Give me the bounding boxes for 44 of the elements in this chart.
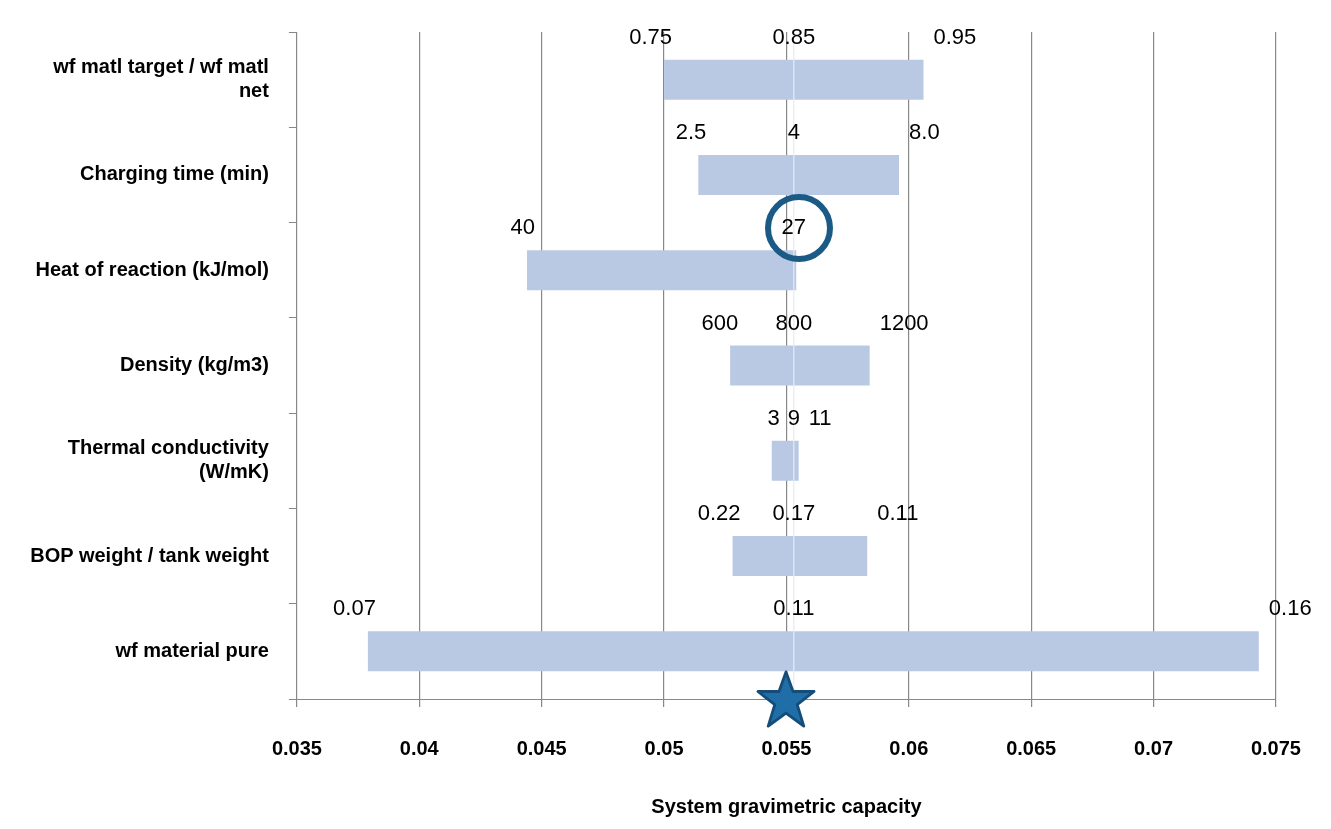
bar [526,250,797,291]
x-tick-label: 0.06 [889,736,929,759]
annotation: 8.0 [909,119,940,145]
x-tick-label: 0.04 [399,736,440,759]
bar [771,440,799,481]
annotation: 4 [787,119,800,145]
annotation: 600 [701,309,739,335]
annotation: 3 [767,404,780,430]
y-tick-label: Charging time (min) [80,162,269,185]
annotation: 11 [808,404,832,430]
annotation: 0.85 [772,23,816,49]
bar [732,536,868,577]
x-axis-title: System gravimetric capacity [651,794,923,817]
x-tick-label: 0.075 [1250,736,1302,759]
y-tick-label: Thermal conductivity (W/mK) [67,436,270,483]
bar [367,631,1259,672]
y-tick-label: wf material pure [114,638,269,661]
bar [730,345,870,386]
x-tick-label: 0.05 [644,736,684,759]
x-tick-label: 0.035 [271,736,322,759]
y-tick-label: BOP weight / tank weight [30,543,270,566]
x-tick-label: 0.055 [761,736,812,759]
x-tick-label: 0.07 [1134,736,1174,759]
x-tick-label: 0.065 [1006,736,1057,759]
annotation: 0.16 [1268,595,1312,621]
annotation: 0.11 [773,595,815,621]
annotation: 27 [781,214,807,240]
annotation: 0.07 [333,595,376,621]
annotation: 40 [510,214,535,240]
y-tick-label: Heat of reaction (kJ/mol) [35,257,269,280]
bar [664,59,924,100]
annotation: 800 [775,309,813,335]
y-tick-label: Density (kg/m3) [119,353,269,376]
annotation: 9 [787,404,800,430]
annotation: 0.95 [933,23,977,49]
annotation: 0.75 [629,23,673,49]
annotation: 1200 [879,309,929,335]
annotation: 2.5 [675,119,707,145]
y-tick-label: wf matl target / wf matl net [52,55,270,102]
x-tick-label: 0.045 [516,736,567,759]
annotation: 0.22 [697,500,741,526]
annotation: 0.11 [877,500,919,526]
bar [698,154,900,195]
annotation: 0.17 [772,500,816,526]
